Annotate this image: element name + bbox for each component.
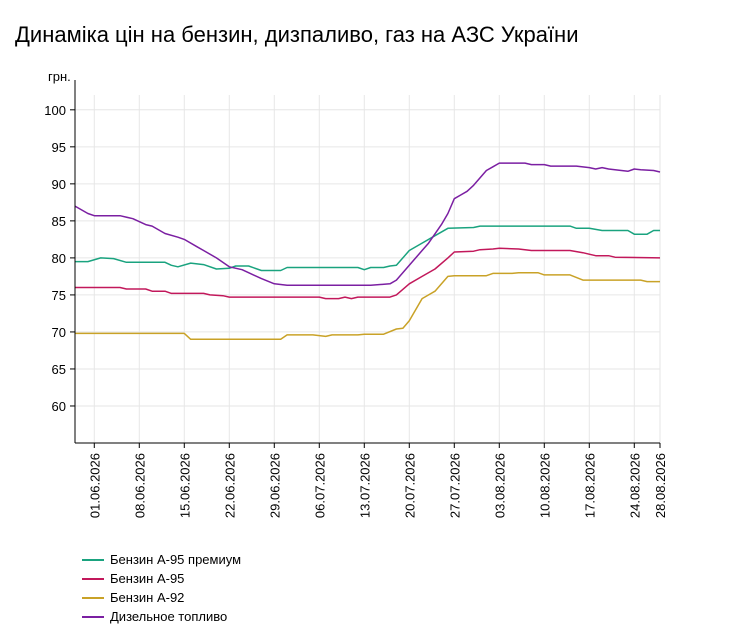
legend-item-1: Бензин А-95 премиум [82,550,241,569]
x-tick-label: 10.08.2026 [537,453,552,518]
x-tick-label: 06.07.2026 [312,453,327,518]
x-tick-label: 28.08.2026 [653,453,668,518]
x-tick-label: 01.06.2026 [87,453,102,518]
legend-label: Бензин А-95 премиум [110,552,242,567]
y-tick-label: 100 [44,103,66,118]
y-tick-label: 80 [52,251,66,266]
x-tick-label: 27.07.2026 [447,453,462,518]
y-tick-label: 95 [52,140,66,155]
y-tick-label: 75 [52,288,66,303]
series-line-4 [74,162,661,287]
legend-swatch [82,615,104,618]
x-tick-label: 20.07.2026 [402,453,417,518]
legend-label: Бензин А-92 [110,590,185,605]
series-line-1 [75,225,660,272]
x-tick-label: 17.08.2026 [582,453,597,518]
legend-swatch [82,596,104,599]
legend-swatch [82,558,104,561]
x-tick-label: 29.06.2026 [267,453,282,518]
series-line-2 [75,247,661,300]
y-axis-label: грн. [48,69,71,84]
x-tick-label: 22.06.2026 [222,453,237,518]
x-tick-label: 03.08.2026 [492,453,507,518]
legend-item-2: Бензин А-95 [82,569,241,588]
y-tick-label: 85 [52,214,66,229]
x-tick-label: 08.06.2026 [132,453,147,518]
y-tick-label: 90 [52,177,66,192]
legend-swatch [82,577,104,580]
legend: Бензин А-95 премиум Бензин А-95 Бензин А-9… [82,550,241,626]
x-tick-label: 13.07.2026 [357,453,372,518]
chart-title: Динаміка цін на бензин, дизпаливо, газ н… [15,22,579,47]
series-line-3 [75,271,660,341]
legend-item-4: Дизельное топливо [82,607,241,626]
legend-label: Дизельное топливо [110,609,228,624]
legend-item-3: Бензин А-92 [82,588,241,607]
y-tick-label: 70 [52,325,66,340]
x-tick-label: 24.08.2026 [627,453,642,518]
legend-label: Бензин А-95 [110,571,185,586]
y-tick-label: 60 [52,399,66,414]
y-tick-label: 65 [52,362,66,377]
x-tick-label: 15.06.2026 [177,453,192,518]
